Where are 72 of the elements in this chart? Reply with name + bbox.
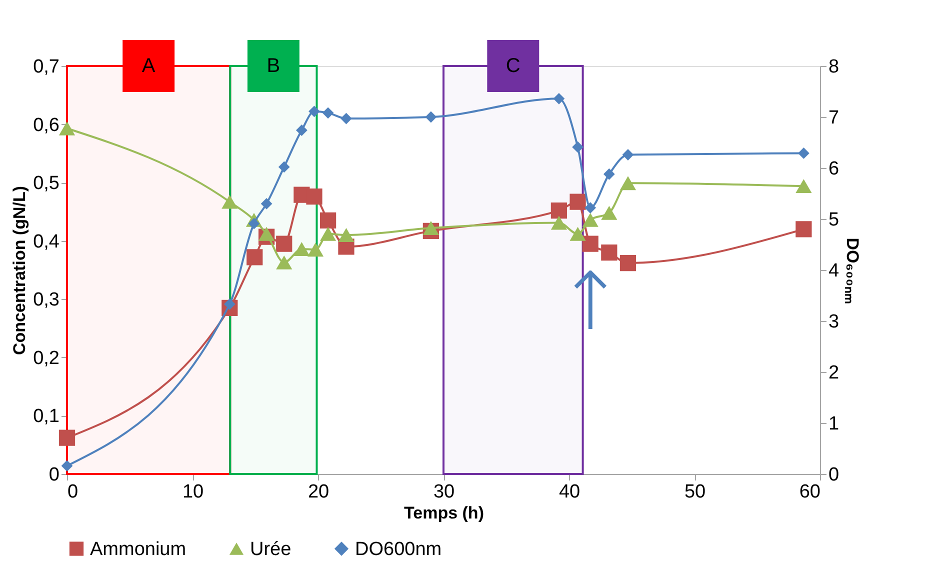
y-tick-label: 0,2: [33, 348, 60, 369]
point: [582, 236, 598, 252]
y2-tick-label: 4: [828, 260, 840, 282]
point: [572, 141, 584, 153]
y2-tick-label: 0: [828, 464, 840, 486]
band-label: A: [142, 55, 156, 77]
x-tick-label: 50: [684, 482, 706, 502]
point: [340, 112, 352, 124]
x-tick-label: 10: [182, 482, 204, 502]
point: [308, 106, 320, 118]
y2-axis-title: DO₆₀₀ₙₘ: [843, 238, 862, 304]
y-tick-label: 0: [48, 464, 60, 486]
point: [258, 226, 275, 241]
y-tick-label: 0,7: [33, 56, 60, 78]
point: [570, 226, 586, 241]
point: [260, 198, 272, 210]
point: [246, 249, 263, 266]
point: [603, 168, 615, 180]
y-tick-label: 0,1: [33, 406, 60, 428]
point: [338, 228, 354, 242]
point: [620, 254, 636, 272]
legend-label: DO600nm: [355, 538, 442, 560]
y-tick-label: 0,6: [33, 114, 60, 136]
y2-tick-label: 8: [828, 56, 840, 78]
y2-tick-label: 5: [828, 210, 840, 230]
y2-tick-label: 3: [828, 312, 840, 332]
y2-tick-label: 7: [828, 108, 840, 128]
point: [276, 255, 292, 270]
y-tick-label: 0,5: [33, 173, 60, 194]
point: [584, 202, 596, 214]
point: [796, 179, 812, 194]
y-tick-label: 0,4: [33, 231, 60, 252]
point: [620, 176, 636, 190]
point: [425, 111, 437, 123]
point: [550, 216, 568, 230]
point: [422, 221, 440, 236]
x-tick-label: 30: [433, 482, 455, 502]
y2-tick-label: 1: [828, 414, 840, 434]
y-axis-title: Concentration (gN/L): [10, 186, 30, 356]
y2-tick-label: 2: [828, 362, 840, 384]
point: [601, 206, 618, 220]
y-tick-label: 0,3: [33, 290, 60, 311]
point: [570, 194, 586, 210]
point: [222, 194, 238, 209]
point: [61, 460, 73, 472]
point: [798, 148, 810, 159]
point: [296, 124, 308, 136]
point: [550, 202, 568, 219]
point: [320, 226, 336, 241]
band-label: B: [266, 55, 280, 77]
legend-label: Urée: [250, 538, 292, 560]
point: [320, 212, 336, 229]
x-tick-label: 60: [799, 482, 820, 502]
point: [553, 92, 565, 104]
point: [278, 161, 290, 173]
point: [622, 149, 634, 160]
point: [294, 242, 310, 256]
point: [307, 242, 324, 257]
point: [582, 212, 598, 227]
point: [276, 236, 292, 252]
legend-label: Ammonium: [90, 538, 186, 560]
point: [796, 221, 812, 238]
point: [58, 430, 76, 446]
x-axis-title: Temps (h): [404, 504, 484, 522]
x-tick-label: 0: [68, 482, 78, 502]
x-tick-label: 20: [308, 482, 330, 502]
x-tick-label: 40: [558, 482, 580, 502]
point: [306, 188, 322, 205]
band-label: C: [506, 55, 520, 77]
point: [58, 121, 76, 136]
y2-tick-label: 6: [828, 158, 840, 180]
point: [322, 107, 334, 119]
